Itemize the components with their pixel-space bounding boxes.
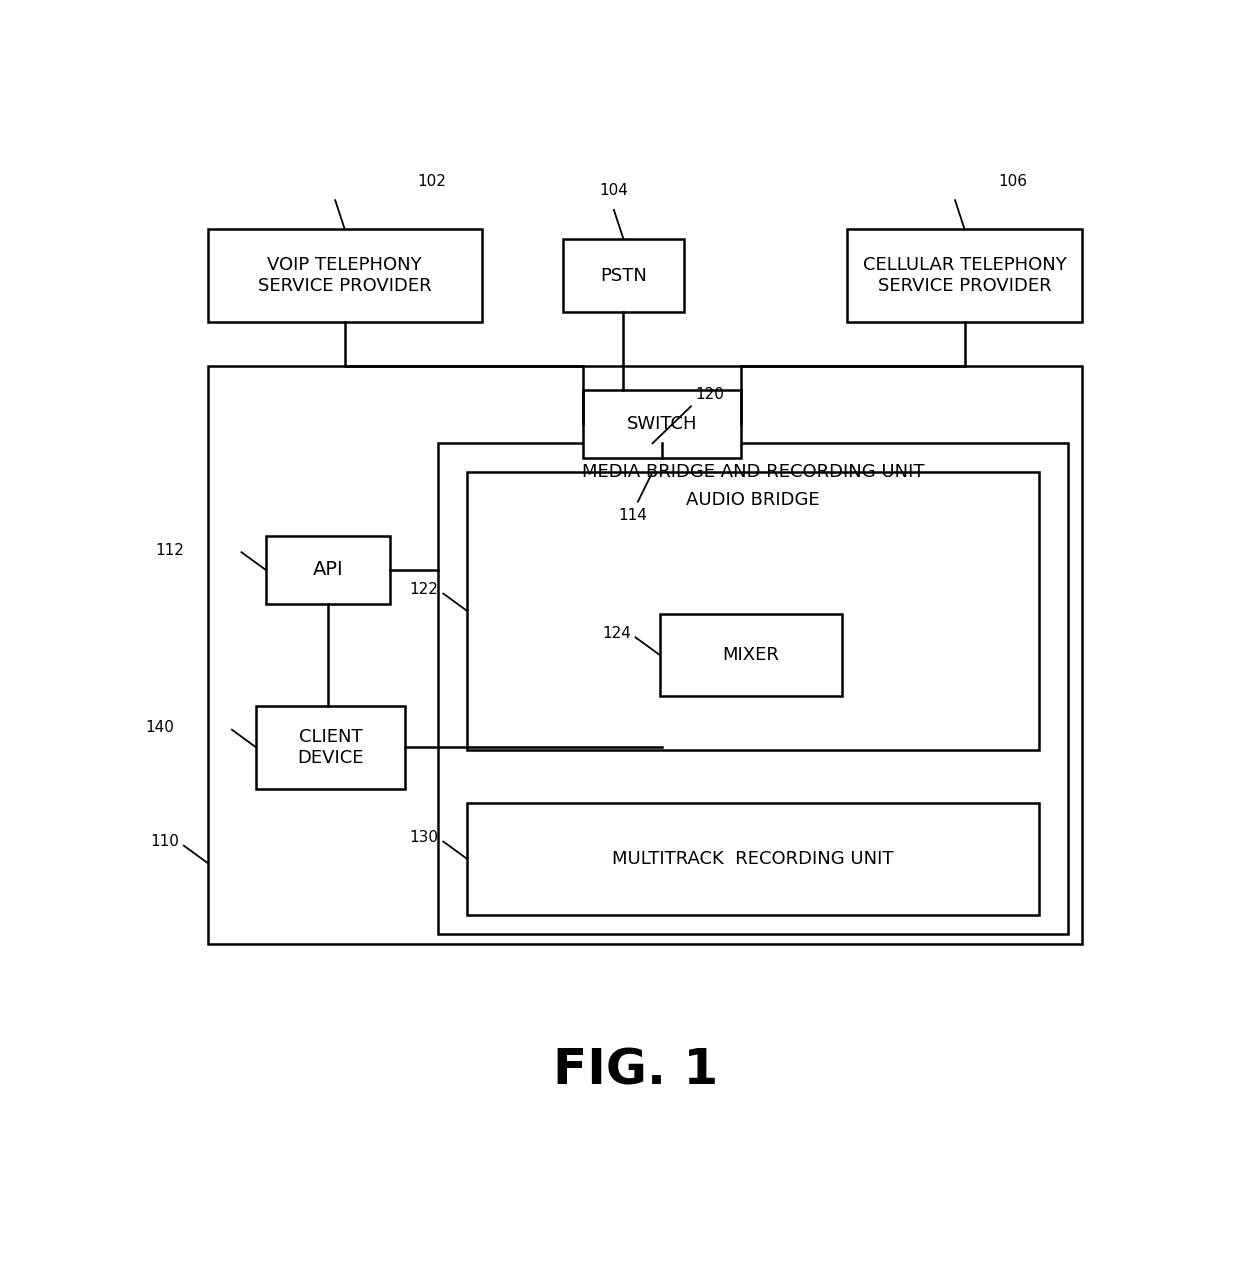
Text: CELLULAR TELEPHONY
SERVICE PROVIDER: CELLULAR TELEPHONY SERVICE PROVIDER: [863, 256, 1066, 296]
Text: 120: 120: [696, 388, 724, 403]
Text: AUDIO BRIDGE: AUDIO BRIDGE: [687, 491, 820, 509]
Text: MEDIA BRIDGE AND RECORDING UNIT: MEDIA BRIDGE AND RECORDING UNIT: [582, 464, 925, 481]
Text: 112: 112: [155, 543, 184, 558]
Text: 124: 124: [601, 626, 631, 640]
Bar: [467, 803, 1039, 914]
Bar: [583, 390, 742, 458]
Bar: [208, 230, 481, 322]
Bar: [439, 443, 1068, 935]
Bar: [847, 230, 1083, 322]
Text: 130: 130: [409, 830, 439, 845]
Text: 106: 106: [998, 173, 1027, 188]
Text: 110: 110: [150, 835, 179, 849]
Bar: [660, 614, 842, 696]
Text: 114: 114: [619, 509, 647, 523]
Text: 140: 140: [145, 720, 174, 735]
Bar: [265, 536, 391, 604]
Text: 104: 104: [599, 183, 629, 198]
Text: 122: 122: [409, 582, 439, 597]
Text: VOIP TELEPHONY
SERVICE PROVIDER: VOIP TELEPHONY SERVICE PROVIDER: [258, 256, 432, 296]
Bar: [255, 706, 404, 788]
Text: MIXER: MIXER: [723, 645, 779, 664]
Text: API: API: [312, 561, 343, 580]
Text: SWITCH: SWITCH: [626, 414, 697, 433]
Text: MULTITRACK  RECORDING UNIT: MULTITRACK RECORDING UNIT: [613, 850, 894, 868]
Text: 102: 102: [417, 173, 445, 188]
Bar: [563, 239, 683, 312]
Bar: [467, 472, 1039, 750]
Text: CLIENT
DEVICE: CLIENT DEVICE: [298, 727, 363, 767]
Bar: [208, 365, 1083, 945]
Text: PSTN: PSTN: [600, 266, 647, 284]
Text: FIG. 1: FIG. 1: [553, 1047, 718, 1095]
